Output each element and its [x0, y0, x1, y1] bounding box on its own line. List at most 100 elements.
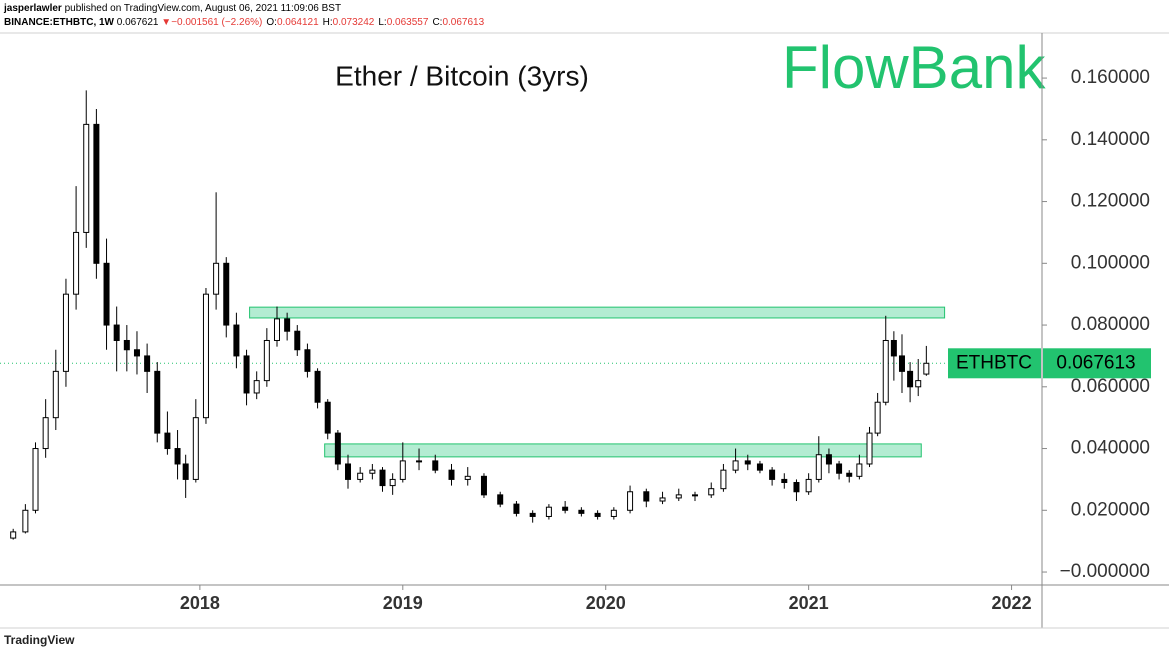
candle-body — [627, 491, 634, 511]
x-tick-label: 2019 — [383, 593, 423, 613]
price: 0.067621 — [117, 17, 159, 28]
candle-body — [83, 123, 90, 233]
y-tick-label: 0.140000 — [1071, 129, 1150, 150]
candle-body — [825, 454, 832, 465]
candle-body — [399, 460, 406, 480]
candle-body — [643, 491, 650, 502]
y-tick-label: −0.000000 — [1060, 561, 1150, 582]
candle-body — [192, 417, 199, 480]
arrow: ▼ — [161, 17, 171, 28]
candle-body — [732, 460, 739, 471]
candle-body — [304, 349, 311, 372]
candle-body — [610, 509, 617, 517]
ohlc-value: 0.067613 — [442, 17, 484, 28]
candle-body — [744, 460, 751, 465]
candle-body — [708, 488, 715, 496]
author: jasperlawler — [3, 3, 62, 14]
y-tick-label: 0.100000 — [1071, 252, 1150, 273]
ohlc-label: O: — [266, 17, 277, 28]
candle-body — [836, 463, 843, 474]
candle-body — [243, 355, 250, 394]
ohlc-value: 0.063557 — [387, 17, 429, 28]
price-box — [1043, 348, 1151, 379]
candle-body — [93, 123, 100, 264]
candle-body — [103, 262, 110, 326]
candle-body — [144, 355, 151, 372]
candle-body — [233, 324, 240, 357]
candle-body — [497, 494, 504, 505]
change: −0.001561 (−2.26%) — [171, 17, 262, 28]
candle-body — [133, 349, 140, 357]
candle-body — [659, 497, 666, 502]
candle-body — [345, 463, 352, 480]
candle-body — [52, 370, 59, 419]
candle-body — [793, 482, 800, 493]
candle-body — [294, 330, 301, 351]
candle-body — [369, 469, 376, 474]
candle-body — [856, 463, 863, 477]
candle-body — [915, 380, 922, 388]
candle-body — [273, 318, 280, 341]
candle-body — [263, 339, 270, 382]
zone — [249, 306, 946, 319]
candle-body — [113, 324, 120, 341]
ohlc-value: 0.064121 — [277, 17, 319, 28]
candle-body — [213, 262, 220, 295]
x-tick-label: 2018 — [180, 593, 220, 613]
candle-body — [720, 469, 727, 490]
candle-body — [73, 231, 80, 295]
candle-body — [464, 475, 471, 480]
candle-body — [32, 448, 39, 511]
candle-body — [389, 478, 396, 487]
candle-body — [324, 401, 331, 434]
footer: TradingView — [4, 633, 75, 647]
candle-body — [578, 509, 585, 514]
candle-body — [923, 362, 930, 375]
ohlc-label: H: — [323, 17, 333, 28]
candle-body — [22, 509, 29, 533]
candle-body — [898, 355, 905, 372]
symbol-label: ETHBTC — [956, 352, 1032, 373]
candle-body — [123, 339, 130, 351]
symbol-box — [948, 348, 1041, 379]
candle-body — [202, 293, 209, 419]
candle-body — [890, 339, 897, 357]
candle-body — [805, 478, 812, 493]
candle-body — [594, 512, 601, 517]
y-tick-label: 0.040000 — [1071, 438, 1150, 459]
y-tick-label: 0.060000 — [1071, 376, 1150, 397]
y-tick-label: 0.160000 — [1071, 67, 1150, 88]
candle-body — [692, 494, 699, 497]
candle-body — [223, 262, 230, 326]
y-tick-label: 0.120000 — [1071, 191, 1150, 212]
ohlc-value: 0.073242 — [333, 17, 375, 28]
logo: FlowBank — [782, 34, 1046, 101]
candle-body — [284, 318, 291, 332]
candle-body — [416, 460, 423, 463]
published: published on TradingView.com, August 06,… — [65, 3, 342, 14]
candle-body — [448, 469, 455, 480]
candle-body — [10, 531, 17, 539]
symbol: BINANCE:ETHBTC, 1W — [4, 17, 115, 28]
zone — [324, 443, 922, 458]
candle-body — [154, 370, 161, 434]
x-tick-label: 2022 — [992, 593, 1032, 613]
candle-body — [562, 506, 569, 511]
candle-body — [769, 469, 776, 480]
y-tick-label: 0.020000 — [1071, 499, 1150, 520]
candle-body — [545, 506, 552, 517]
candle-body — [253, 380, 260, 394]
candle-body — [164, 432, 171, 450]
y-tick-label: 0.080000 — [1071, 314, 1150, 335]
candle-body — [334, 432, 341, 465]
candle-body — [357, 472, 364, 480]
x-tick-label: 2020 — [586, 593, 626, 613]
candle-body — [42, 417, 49, 450]
candle-body — [182, 463, 189, 480]
candle-body — [480, 475, 487, 496]
candle-body — [756, 463, 763, 471]
candle-body — [874, 401, 881, 434]
x-tick-label: 2021 — [789, 593, 829, 613]
ohlc-label: C: — [432, 17, 442, 28]
candle-body — [846, 472, 853, 477]
